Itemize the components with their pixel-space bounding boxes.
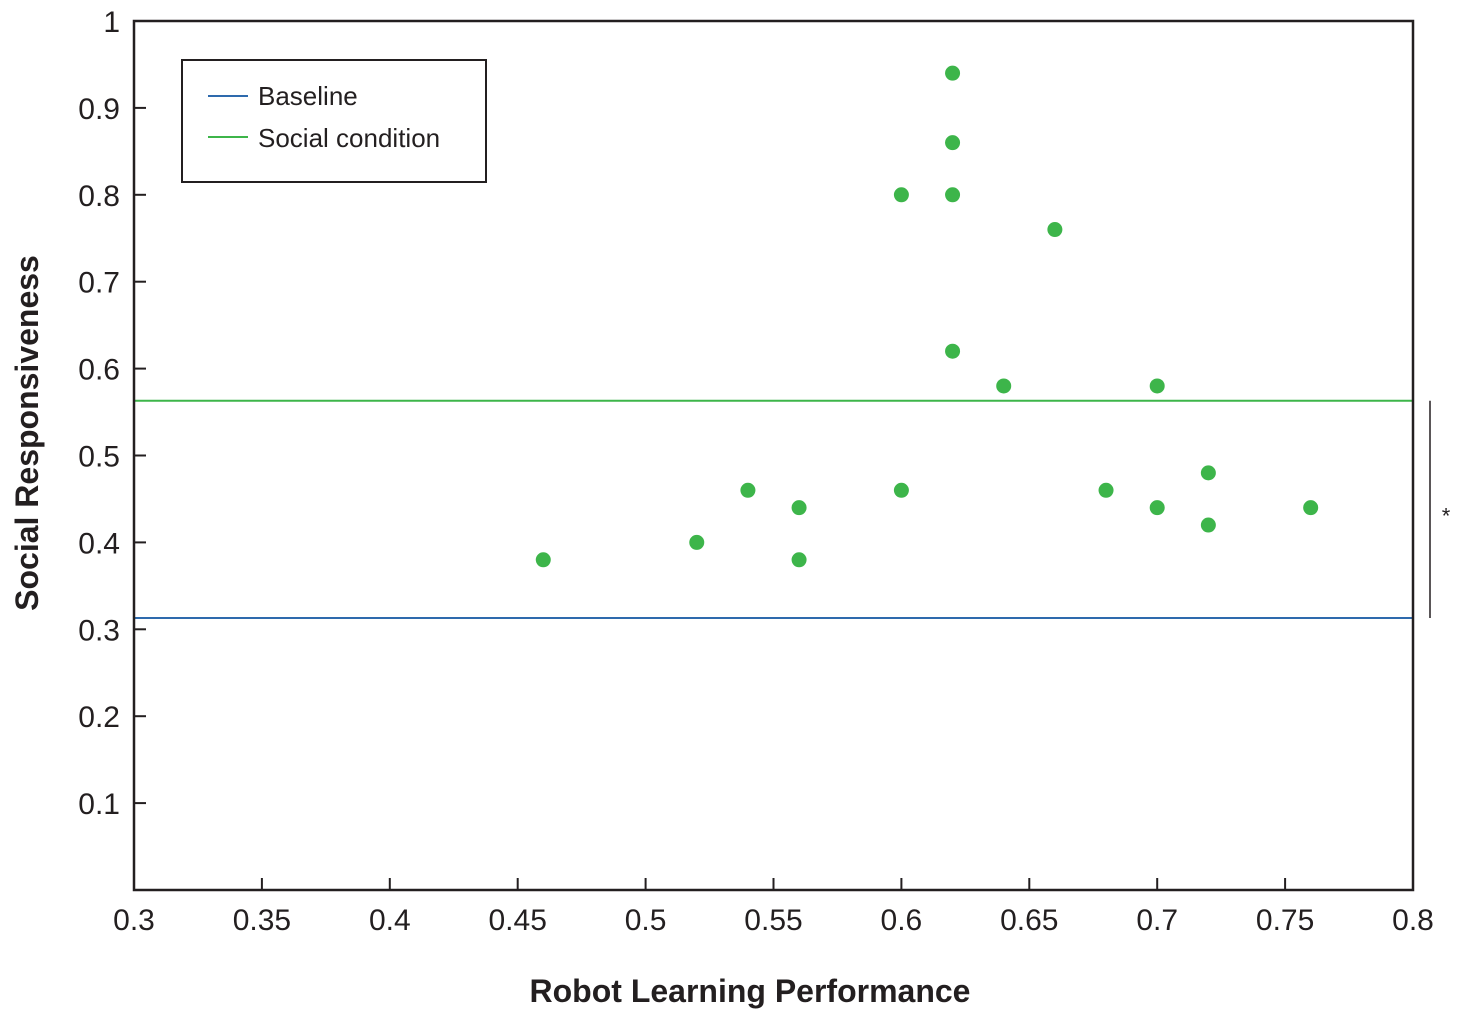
x-axis: 0.3 0.35 0.4 0.45 0.5 0.55 0.6 0.65 0.7 0.75 0.8 [113,878,1434,937]
legend-label-baseline: Baseline [258,81,358,111]
y-tick-label: 0.3 [78,614,120,647]
data-point [1149,500,1165,516]
data-point [945,135,961,151]
y-axis: 0.1 0.2 0.3 0.4 0.5 0.6 0.7 0.8 0.9 1 [78,6,146,821]
y-tick-label: 1 [103,6,120,39]
y-tick-label: 0.9 [78,93,120,126]
x-tick-label: 0.3 [113,904,155,937]
x-tick-label: 0.8 [1392,904,1434,937]
legend-label-social: Social condition [258,123,440,153]
data-points [535,65,1319,568]
x-tick-label: 0.7 [1136,904,1178,937]
data-point [1200,517,1216,533]
legend-box [181,59,487,183]
reference-lines [134,399,1413,620]
data-point [535,552,551,568]
x-tick-label: 0.5 [625,904,667,937]
data-point [996,378,1012,394]
x-tick-label: 0.75 [1256,904,1314,937]
data-point [791,500,807,516]
y-tick-label: 0.4 [78,527,120,560]
y-tick-label: 0.1 [78,788,120,821]
data-point [1149,378,1165,394]
x-tick-label: 0.45 [489,904,547,937]
y-tick-label: 0.6 [78,354,120,387]
data-point [893,187,909,203]
data-point [689,534,705,550]
y-tick-label: 0.2 [78,701,120,734]
x-tick-label: 0.65 [1000,904,1058,937]
data-point [791,552,807,568]
significance-label: * [1442,503,1451,528]
y-tick-label: 0.5 [78,441,120,474]
data-point [1303,500,1319,516]
x-tick-label: 0.6 [881,904,923,937]
x-tick-label: 0.35 [233,904,291,937]
x-tick-label: 0.4 [369,904,411,937]
data-point [893,482,909,498]
y-tick-label: 0.7 [78,267,120,300]
data-point [945,187,961,203]
legend: Baseline Social condition [181,59,487,183]
data-point [1098,482,1114,498]
data-point [1047,222,1063,238]
x-tick-label: 0.55 [744,904,802,937]
data-point [1200,465,1216,481]
y-tick-label: 0.8 [78,180,120,213]
data-point [945,65,961,81]
x-axis-label: Robot Learning Performance [530,973,971,1009]
significance-marker: * [1429,400,1451,619]
data-point [740,482,756,498]
data-point [945,343,961,359]
y-axis-label: Social Responsiveness [9,255,45,611]
